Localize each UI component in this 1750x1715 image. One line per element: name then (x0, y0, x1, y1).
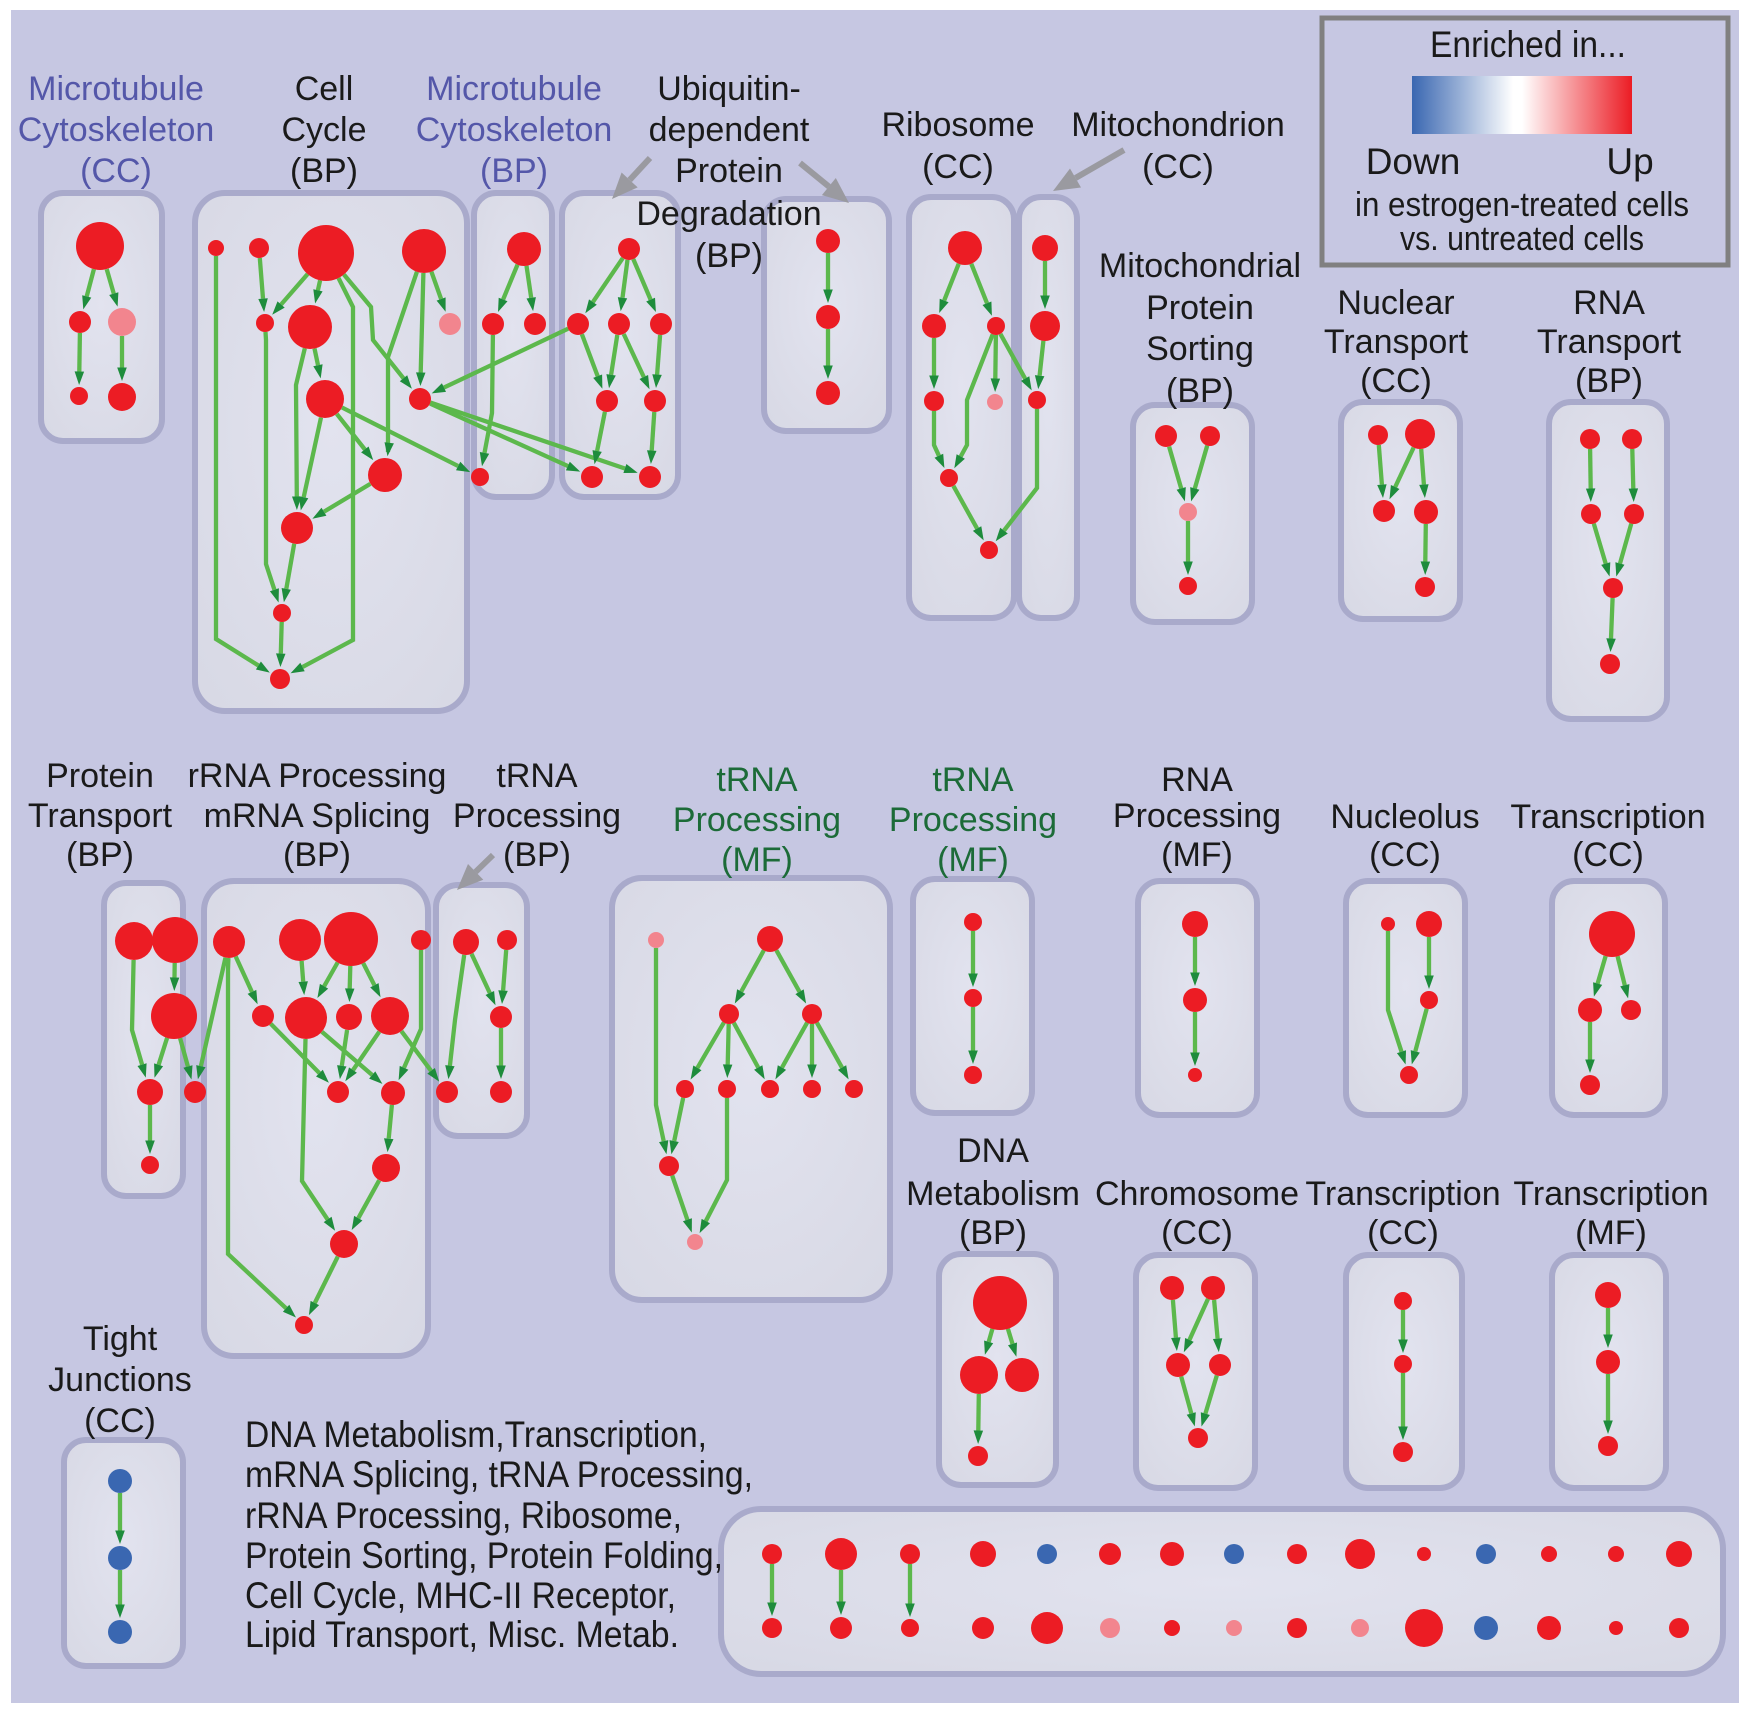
svg-text:Processing: Processing (673, 801, 841, 839)
svg-text:Degradation: Degradation (636, 195, 821, 233)
svg-text:(BP): (BP) (959, 1214, 1027, 1252)
svg-text:(BP): (BP) (503, 836, 571, 874)
svg-text:Junctions: Junctions (48, 1361, 192, 1399)
svg-text:Processing: Processing (1113, 797, 1281, 835)
svg-text:(BP): (BP) (1575, 362, 1643, 400)
svg-text:Microtubule: Microtubule (426, 70, 602, 108)
svg-text:Sorting: Sorting (1146, 330, 1254, 368)
svg-text:(MF): (MF) (1161, 836, 1233, 874)
svg-text:Cell: Cell (295, 70, 354, 108)
svg-text:RNA: RNA (1161, 761, 1233, 799)
svg-text:(CC): (CC) (84, 1402, 156, 1440)
svg-text:rRNA Processing, Ribosome,: rRNA Processing, Ribosome, (245, 1495, 682, 1536)
svg-text:Up: Up (1606, 141, 1653, 182)
svg-text:Tight: Tight (83, 1320, 158, 1358)
svg-text:Ubiquitin-: Ubiquitin- (657, 70, 801, 108)
svg-text:Transcription: Transcription (1510, 798, 1705, 836)
svg-text:Transcription: Transcription (1513, 1175, 1708, 1213)
svg-text:(CC): (CC) (1161, 1214, 1233, 1252)
svg-text:Protein: Protein (46, 757, 154, 795)
svg-text:tRNA: tRNA (932, 761, 1014, 799)
svg-text:mRNA Splicing: mRNA Splicing (204, 797, 431, 835)
svg-text:(MF): (MF) (937, 841, 1009, 879)
svg-text:in estrogen-treated cells: in estrogen-treated cells (1355, 186, 1689, 224)
svg-text:dependent: dependent (649, 111, 810, 149)
svg-text:(BP): (BP) (480, 152, 548, 190)
svg-text:mRNA Splicing, tRNA Processing: mRNA Splicing, tRNA Processing, (245, 1454, 753, 1495)
svg-text:(CC): (CC) (80, 152, 152, 190)
svg-text:(BP): (BP) (1166, 372, 1234, 410)
svg-text:Metabolism: Metabolism (906, 1175, 1080, 1213)
svg-text:Protein: Protein (675, 152, 783, 190)
svg-text:Cycle: Cycle (281, 111, 366, 149)
svg-text:Chromosome: Chromosome (1095, 1175, 1299, 1213)
svg-text:(MF): (MF) (721, 841, 793, 879)
svg-text:Cytoskeleton: Cytoskeleton (416, 111, 613, 149)
svg-text:(CC): (CC) (1369, 836, 1441, 874)
svg-text:(BP): (BP) (283, 836, 351, 874)
svg-text:Microtubule: Microtubule (28, 70, 204, 108)
svg-text:DNA: DNA (957, 1132, 1029, 1170)
svg-text:vs. untreated cells: vs. untreated cells (1400, 220, 1644, 258)
svg-text:DNA Metabolism,Transcription,: DNA Metabolism,Transcription, (245, 1414, 707, 1455)
svg-text:Nuclear: Nuclear (1337, 284, 1454, 322)
svg-text:Cell Cycle, MHC-II Receptor,: Cell Cycle, MHC-II Receptor, (245, 1575, 676, 1616)
svg-text:rRNA Processing: rRNA Processing (188, 757, 447, 795)
svg-text:Cytoskeleton: Cytoskeleton (18, 111, 215, 149)
svg-text:(CC): (CC) (1572, 836, 1644, 874)
svg-text:Mitochondrial: Mitochondrial (1099, 247, 1301, 285)
svg-text:(MF): (MF) (1575, 1214, 1647, 1252)
svg-text:Protein: Protein (1146, 289, 1254, 327)
svg-text:Transport: Transport (1537, 323, 1682, 361)
svg-text:Mitochondrion: Mitochondrion (1071, 106, 1285, 144)
svg-text:tRNA: tRNA (716, 761, 798, 799)
svg-text:Ribosome: Ribosome (881, 106, 1034, 144)
svg-text:(BP): (BP) (695, 237, 763, 275)
svg-text:(CC): (CC) (1142, 148, 1214, 186)
svg-text:Down: Down (1366, 141, 1461, 182)
svg-text:Enriched in...: Enriched in... (1430, 24, 1626, 65)
svg-text:Protein Sorting, Protein Foldi: Protein Sorting, Protein Folding, (245, 1535, 723, 1576)
svg-text:(CC): (CC) (1360, 362, 1432, 400)
svg-text:tRNA: tRNA (496, 757, 578, 795)
svg-text:Processing: Processing (889, 801, 1057, 839)
svg-text:(BP): (BP) (66, 836, 134, 874)
svg-text:Lipid Transport, Misc. Metab.: Lipid Transport, Misc. Metab. (245, 1614, 679, 1655)
svg-text:Processing: Processing (453, 797, 621, 835)
svg-text:RNA: RNA (1573, 284, 1645, 322)
svg-text:(BP): (BP) (290, 152, 358, 190)
svg-text:(CC): (CC) (922, 148, 994, 186)
svg-text:Transport: Transport (1324, 323, 1469, 361)
svg-text:Transport: Transport (28, 797, 173, 835)
svg-text:(CC): (CC) (1367, 1214, 1439, 1252)
svg-text:Transcription: Transcription (1305, 1175, 1500, 1213)
svg-text:Nucleolus: Nucleolus (1330, 798, 1479, 836)
